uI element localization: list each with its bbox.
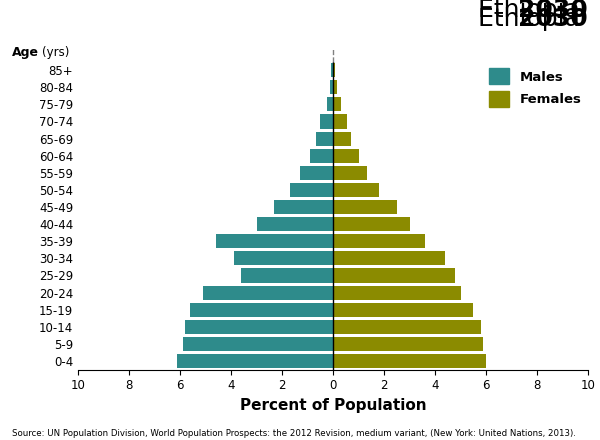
Bar [320, 114, 333, 128]
Bar [333, 200, 397, 214]
Bar [333, 286, 461, 300]
Bar [333, 354, 486, 368]
Bar [233, 251, 333, 265]
Bar [333, 234, 425, 248]
Text: Ethiopia: Ethiopia [478, 0, 588, 22]
Bar [333, 303, 473, 317]
Legend: Males, Females: Males, Females [489, 68, 581, 107]
Bar [333, 114, 347, 128]
Bar [330, 80, 333, 94]
Bar [333, 320, 481, 334]
Bar [310, 149, 333, 163]
Bar [178, 354, 333, 368]
Bar [333, 337, 484, 351]
Bar [290, 183, 333, 197]
Bar [241, 268, 333, 282]
Text: Age: Age [12, 45, 39, 59]
Bar [333, 268, 455, 282]
Bar [333, 251, 445, 265]
Bar [182, 337, 333, 351]
Bar [333, 183, 379, 197]
Bar [333, 63, 335, 77]
Bar [185, 320, 333, 334]
Bar [333, 97, 341, 111]
Bar [274, 200, 333, 214]
Text: 2030: 2030 [448, 0, 588, 22]
Text: Ethiopia: Ethiopia [478, 7, 588, 31]
Bar [300, 166, 333, 180]
Bar [333, 217, 409, 231]
Bar [216, 234, 333, 248]
Bar [333, 149, 359, 163]
Text: Source: UN Population Division, World Population Prospects: the 2012 Revision, m: Source: UN Population Division, World Po… [12, 429, 576, 438]
Bar [190, 303, 333, 317]
Text: (yrs): (yrs) [42, 45, 70, 59]
Bar [333, 132, 351, 146]
X-axis label: Percent of Population: Percent of Population [239, 398, 427, 413]
Bar [333, 166, 367, 180]
Bar [331, 63, 333, 77]
Bar [257, 217, 333, 231]
Bar [326, 97, 333, 111]
Bar [333, 80, 337, 94]
Bar [316, 132, 333, 146]
Text: 2030: 2030 [448, 7, 588, 31]
Bar [203, 286, 333, 300]
